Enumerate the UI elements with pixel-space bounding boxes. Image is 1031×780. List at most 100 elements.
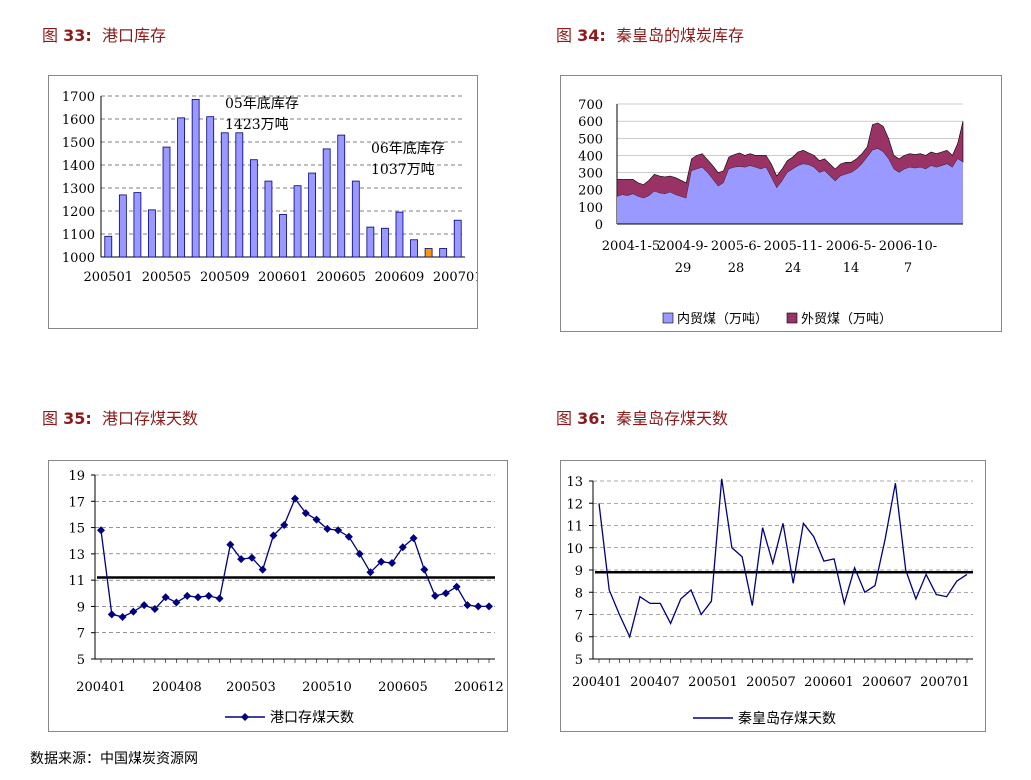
data-point [194,593,202,602]
y-tick-label: 10 [566,542,583,557]
bar-200503 [133,192,142,258]
bar-200508 [206,116,215,258]
bar-200509 [220,132,229,258]
data-point [409,534,418,543]
annotation-line1: 06年底库存 [371,141,445,157]
data-point [344,532,353,541]
y-tick-label: 17 [68,495,85,510]
y-tick-label: 200 [578,184,603,199]
bar-200504 [148,209,156,258]
x-tick-label: 200701 [433,270,477,285]
x-tick-label: 200601 [258,270,308,285]
y-tick-label: 1200 [62,205,95,220]
data-point [237,555,246,564]
y-tick-label: 600 [578,115,603,130]
data-point [215,594,224,603]
legend-label: 秦皇岛存煤天数 [738,711,836,727]
x-tick-label: 24 [785,261,802,276]
data-point [118,612,127,621]
data-point [269,531,278,540]
data-point [291,494,299,503]
y-tick-label: 11 [566,520,583,535]
data-point [280,520,289,529]
bar-200506 [177,117,185,258]
data-point [485,602,493,611]
x-tick-label: 2006-10- [879,239,937,254]
chart-port-inventory-panel: 1000 1100 1200 1300 1400 1500 1600 1700 200501 20… [48,75,483,329]
data-point [258,565,267,574]
y-tick-label: 7 [575,609,583,624]
legend-swatch [786,312,798,324]
bar-200507 [191,99,200,258]
chart-port-days: 5 7 9 11 13 15 17 19 200401 200408 200503 200510 200… [68,469,504,726]
legend-label: 外贸煤（万吨） [801,312,892,327]
bar-200609 [395,211,404,258]
x-tick-label: 200401 [76,680,126,695]
bar-200610 [410,239,418,258]
chart-port-days-panel: 5 7 9 11 13 15 17 19 200401 200408 200503 200510 200… [48,460,508,732]
data-point [398,543,407,552]
x-tick-label: 29 [675,261,692,276]
figure-title-36: 图 36: 秦皇岛存煤天数 [556,409,728,428]
x-tick-label: 2004-1-5 [602,239,660,254]
chart-qhd-days-panel: 5 6 7 8 9 10 11 12 13 200401 200407 200501 200507 200… [560,460,986,732]
x-tick-label: 2005-11- [764,239,822,254]
chart-port-inventory: 1000 1100 1200 1300 1400 1500 1600 1700 200501 20… [62,90,483,285]
x-tick-label: 200401 [572,675,622,690]
x-tick-label: 200501 [688,675,738,690]
y-tick-label: 1300 [62,182,95,197]
bar-200607 [366,226,375,258]
bar-200502 [118,194,127,258]
figure-title-35: 图 35: 港口存煤天数 [42,409,198,428]
y-tick-label: 13 [566,475,583,490]
series-line [598,478,968,639]
y-tick-label: 13 [68,548,85,563]
y-tick-label: 1500 [62,136,95,151]
data-point [301,509,310,518]
y-tick-label: 12 [566,497,583,512]
y-tick-label: 1000 [62,251,95,266]
chart-qhd-days: 5 6 7 8 9 10 11 12 13 200401 200407 200501 200507 200… [566,475,973,727]
bar-200601 [279,214,287,258]
series-area-domestic-coal [617,148,963,224]
data-point [323,524,332,533]
x-tick-label: 28 [728,261,745,276]
bar-200511 [249,159,258,258]
y-tick-label: 300 [578,167,603,182]
data-point [129,607,138,616]
bar-200701 [453,219,462,258]
x-tick-label: 200408 [152,680,202,695]
y-tick-label: 8 [575,586,583,601]
legend-label: 内贸煤（万吨） [677,311,768,327]
bar-200602 [293,185,302,258]
x-tick-label: 200612 [454,680,504,695]
x-tick-label: 200609 [375,270,425,285]
y-tick-label: 19 [68,469,85,484]
y-tick-label: 1100 [62,228,95,243]
bar-200505 [162,146,171,258]
data-point [140,601,149,610]
data-source-note: 数据来源：中国煤炭资源网 [30,751,198,767]
x-tick-label: 200605 [378,680,428,695]
x-tick-label: 200407 [630,675,680,690]
annotation-line2: 1423万吨 [225,117,289,133]
bar-200608 [381,227,389,258]
data-point [431,591,440,600]
data-point [247,553,256,562]
x-tick-label: 200605 [316,270,366,285]
legend-marker [241,713,249,721]
y-tick-label: 11 [68,574,85,589]
legend-swatch [662,312,674,324]
y-tick-label: 5 [77,653,85,668]
data-point [366,568,375,577]
data-point [226,540,235,549]
figure-title-34: 图 34: 秦皇岛的煤炭库存 [556,26,744,45]
data-point [312,515,321,524]
data-point [463,601,472,610]
x-tick-label: 2006-5- [826,239,876,254]
data-point [355,549,364,558]
data-point [452,582,461,591]
bar-200604 [322,148,331,258]
x-tick-label: 200505 [142,270,192,285]
y-tick-label: 1600 [62,113,95,128]
